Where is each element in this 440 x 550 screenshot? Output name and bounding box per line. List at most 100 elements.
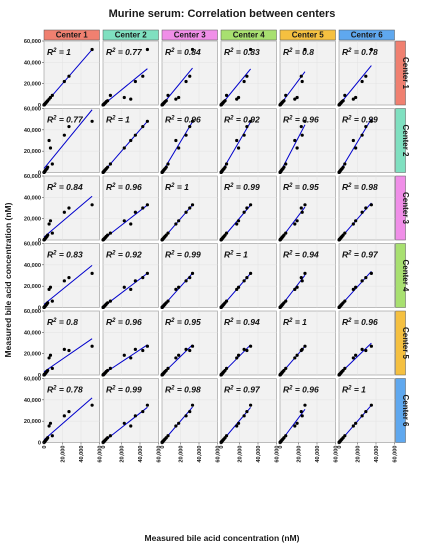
data-point [284, 162, 288, 166]
row-strip-1 [395, 40, 406, 106]
r2-label: R2 = 0.8 [47, 317, 78, 327]
data-point [50, 231, 54, 235]
data-point [62, 210, 66, 214]
r2-label: R2 = 0.77 [47, 115, 84, 125]
r2-label: R2 = 0.8 [283, 47, 314, 57]
data-point [62, 414, 66, 418]
data-point [245, 348, 249, 353]
data-point [177, 353, 181, 357]
data-point [343, 231, 347, 235]
x-tick-label: 20,000 [120, 446, 126, 463]
data-point [364, 125, 368, 129]
row-strip-label-6: Center 6 [401, 394, 410, 427]
x-tick-label: 20,000 [297, 446, 303, 463]
data-point [188, 276, 192, 280]
column-strip-label-4: Center 4 [233, 31, 266, 40]
panel-r2-c2: R2 = 1 [101, 108, 159, 175]
data-point [300, 414, 304, 418]
data-point [351, 97, 355, 101]
data-point [46, 368, 50, 373]
r2-label: R2 = 1 [224, 250, 248, 260]
data-point [129, 138, 133, 143]
panel-background [279, 108, 336, 173]
data-point [129, 287, 133, 291]
row-strip-label-4: Center 4 [401, 259, 410, 292]
data-point [236, 95, 241, 100]
data-point [129, 424, 133, 428]
data-point [224, 162, 229, 166]
panel-background [43, 108, 100, 173]
data-point [188, 348, 192, 353]
data-point [236, 285, 241, 289]
data-point [46, 301, 50, 305]
data-point [141, 348, 145, 353]
data-point [122, 219, 126, 223]
r2-label: R2 = 0.77 [106, 47, 143, 57]
data-point [284, 299, 288, 303]
row-strip-label-1: Center 1 [401, 57, 410, 90]
data-point [133, 210, 137, 214]
data-point [249, 203, 253, 207]
panel-r4-c1: R2 = 0.83 [42, 243, 100, 310]
data-point [177, 285, 181, 289]
data-point [184, 79, 188, 84]
y-tick-label: 40,000 [24, 128, 41, 134]
data-point [303, 203, 307, 207]
data-point [50, 366, 54, 370]
data-point [245, 409, 249, 414]
data-point [90, 119, 94, 123]
y-tick-label: 60,000 [24, 377, 41, 383]
data-point [236, 421, 241, 425]
data-point [133, 414, 137, 418]
data-point [106, 436, 110, 440]
panel-r6-c3: R2 = 0.98 [160, 378, 218, 445]
data-point [245, 74, 249, 78]
y-tick-label: 40,000 [24, 263, 41, 269]
r2-label: R2 = 0.78 [342, 47, 378, 57]
panel-background [161, 108, 218, 173]
data-point [341, 165, 345, 169]
data-point [299, 74, 303, 78]
data-point [235, 287, 239, 291]
data-point [62, 133, 66, 137]
x-tick-label: 60,000 [275, 446, 281, 463]
data-point [303, 403, 307, 407]
data-point [235, 424, 239, 428]
x-tick-label: 0 [42, 446, 48, 449]
data-point [235, 222, 239, 226]
data-point [293, 424, 297, 428]
data-point [184, 133, 188, 137]
panel-r3-c2: R2 = 0.96 [101, 175, 159, 242]
data-point [48, 219, 53, 223]
x-tick-label: 0 [219, 446, 225, 449]
column-strip-label-5: Center 5 [292, 31, 325, 40]
data-point [90, 344, 94, 348]
y-tick-label: 20,000 [24, 419, 41, 425]
data-point [242, 414, 246, 418]
r2-label: R2 = 0.83 [224, 47, 260, 57]
data-point [129, 97, 133, 101]
data-point [360, 414, 364, 418]
row-strip-label-5: Center 5 [401, 327, 410, 360]
row-strip-5 [395, 310, 406, 376]
data-point [360, 279, 364, 283]
panel-r4-c5: R2 = 0.94 [278, 243, 336, 310]
panel-r6-c5: R2 = 0.96 [278, 378, 336, 445]
data-point [145, 47, 149, 52]
r2-label: R2 = 0.95 [283, 182, 319, 192]
data-point [293, 222, 297, 226]
column-strip-label-2: Center 2 [115, 31, 148, 40]
data-point [224, 299, 229, 303]
data-point [145, 119, 149, 123]
data-point [106, 99, 110, 103]
data-point [67, 74, 71, 78]
panel-r4-c6: R2 = 0.97 [337, 243, 395, 310]
data-point [108, 162, 112, 166]
panel-r4-c3: R2 = 0.99 [160, 243, 218, 310]
x-tick-label: 20,000 [179, 446, 185, 463]
panel-r5-c1: R2 = 0.8 [42, 310, 100, 377]
x-tick-label: 60,000 [157, 446, 163, 463]
r2-label: R2 = 0.97 [342, 250, 379, 260]
data-point [48, 146, 53, 150]
